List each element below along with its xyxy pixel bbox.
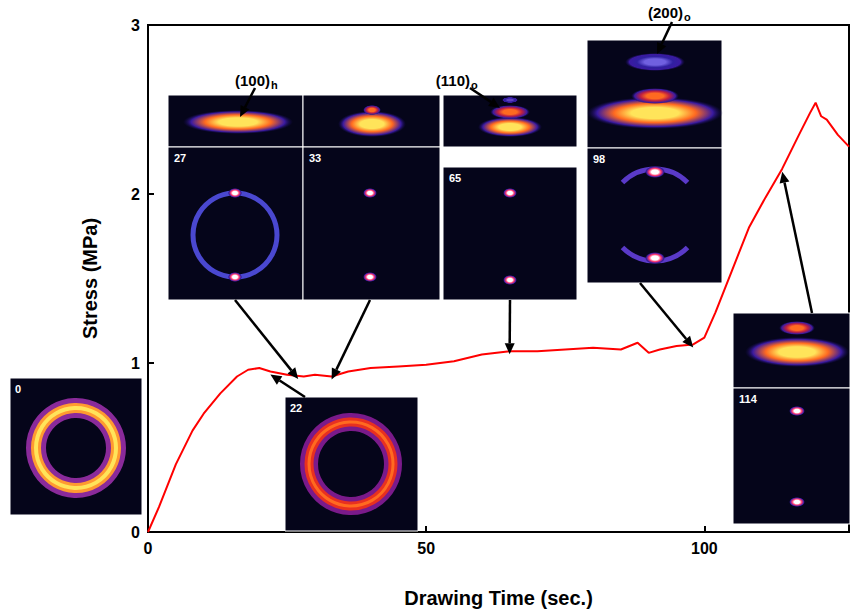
svg-text:33: 33: [309, 152, 321, 164]
svg-text:o: o: [684, 11, 691, 23]
svg-text:2: 2: [131, 186, 140, 203]
svg-text:50: 50: [417, 540, 435, 557]
svg-text:22: 22: [290, 402, 302, 414]
svg-text:114: 114: [739, 393, 758, 405]
svg-text:(100): (100): [235, 72, 270, 89]
svg-text:Stress (MPa): Stress (MPa): [79, 218, 101, 339]
svg-text:Drawing Time (sec.): Drawing Time (sec.): [404, 587, 593, 609]
svg-text:3: 3: [131, 17, 140, 34]
svg-text:1: 1: [131, 355, 140, 372]
svg-text:0: 0: [144, 540, 153, 557]
svg-text:0: 0: [131, 524, 140, 541]
svg-text:27: 27: [174, 152, 186, 164]
svg-text:65: 65: [449, 172, 461, 184]
svg-text:o: o: [471, 79, 478, 91]
svg-text:(110): (110): [436, 72, 470, 89]
svg-text:(200): (200): [648, 4, 683, 21]
svg-text:h: h: [271, 79, 278, 91]
svg-text:98: 98: [593, 153, 605, 165]
svg-text:100: 100: [691, 540, 718, 557]
svg-text:0: 0: [15, 383, 21, 395]
